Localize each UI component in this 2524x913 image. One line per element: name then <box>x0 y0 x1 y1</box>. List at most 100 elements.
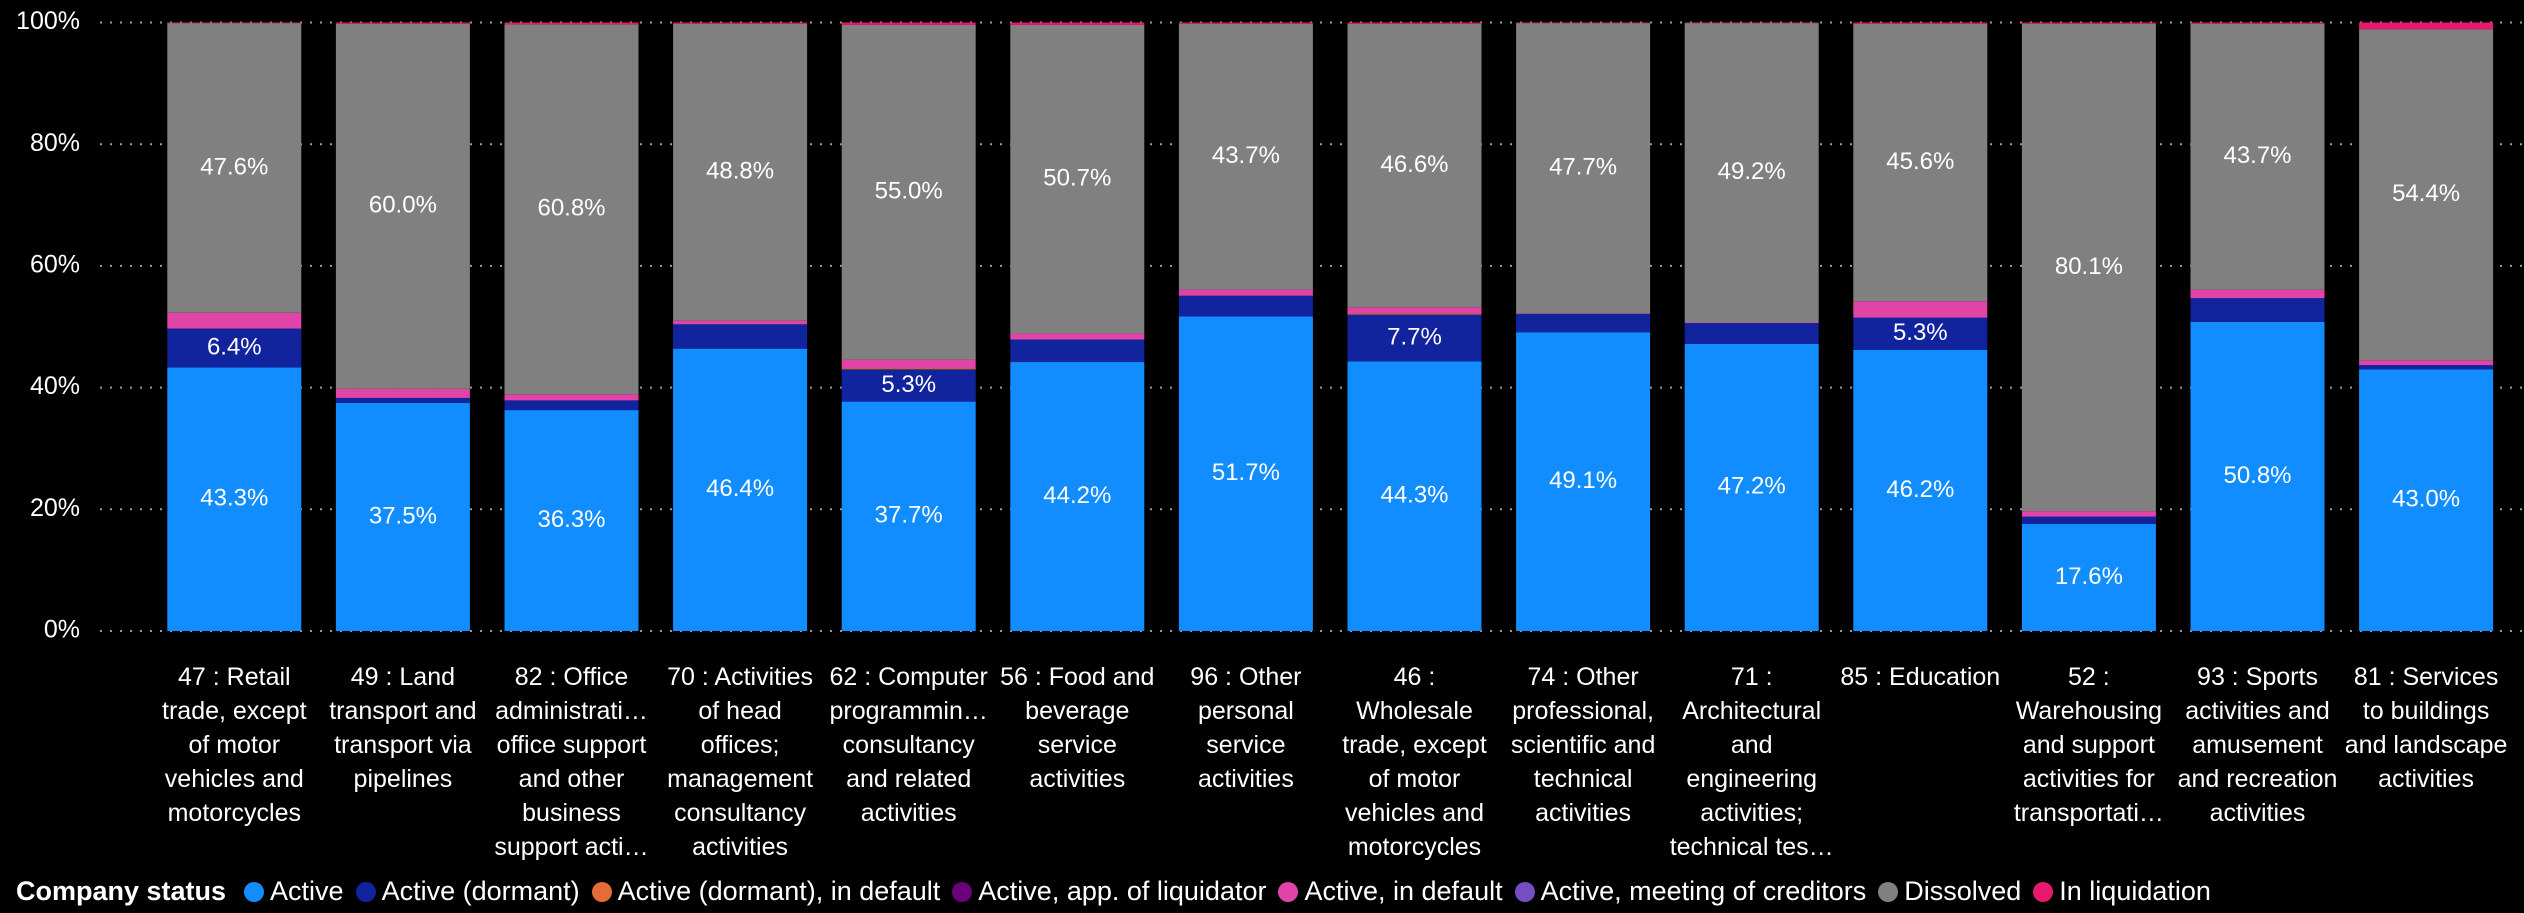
bar-segment <box>335 388 470 398</box>
bar-segment <box>1010 333 1145 340</box>
bar-segment <box>1516 332 1651 631</box>
bar-segment <box>1347 313 1482 315</box>
bar-segment <box>1347 314 1482 362</box>
data-label: 43.7% <box>1212 142 1280 169</box>
bar-segment <box>167 22 302 24</box>
data-label: 6.4% <box>207 333 262 360</box>
bar-segment <box>1010 24 1145 334</box>
data-label: 37.7% <box>875 502 943 529</box>
bar-segment <box>841 22 976 25</box>
legend-marker <box>244 881 265 902</box>
x-tick-label: 85 : Education <box>1840 663 2001 691</box>
legend-marker <box>1878 881 1899 902</box>
data-label: 43.0% <box>2392 486 2460 513</box>
data-label: 47.2% <box>1718 473 1786 500</box>
bar-segment <box>1516 23 1651 314</box>
legend-item: Dissolved <box>1878 876 2021 907</box>
y-tick-label: 0% <box>44 616 80 644</box>
data-label: 7.7% <box>1387 323 1442 350</box>
x-tick-label: 93 : Sports activities and amusement and… <box>2177 663 2338 827</box>
bar-segment <box>1684 322 1819 324</box>
data-label: 49.2% <box>1718 158 1786 185</box>
bar-segment <box>1178 295 1313 317</box>
bar-segment <box>2359 365 2494 370</box>
bar-segment <box>841 369 976 402</box>
bar-segment <box>1178 316 1313 631</box>
legend-marker <box>591 881 612 902</box>
bar-segment <box>167 367 302 631</box>
bar-segment <box>1178 23 1313 290</box>
bar-segment <box>1853 317 1988 350</box>
data-label: 47.6% <box>200 153 268 180</box>
bar-segment <box>167 312 302 329</box>
legend-marker <box>1278 881 1299 902</box>
bar-segment <box>1853 349 1988 631</box>
bar-segment <box>167 328 302 368</box>
bar-segment <box>1516 22 1651 24</box>
data-label: 5.3% <box>1893 319 1948 346</box>
bar-segment <box>504 400 639 411</box>
bar-segment <box>1684 22 1819 24</box>
data-label: 48.8% <box>706 158 774 185</box>
legend-label: Active (dormant) <box>381 876 580 906</box>
bar-segment <box>2190 321 2325 631</box>
y-tick-label: 40% <box>30 372 80 400</box>
x-tick-label: 71 : Architectural and engineering activ… <box>1669 663 1834 861</box>
y-tick-label: 60% <box>30 251 80 279</box>
data-label: 43.7% <box>2223 142 2291 169</box>
bar-segment <box>2190 298 2325 322</box>
bar-segment <box>1010 339 1145 363</box>
data-label: 46.2% <box>1886 476 1954 503</box>
legend-label: Active (dormant), in default <box>617 876 941 906</box>
bar-segment <box>2359 360 2494 366</box>
bar-segment <box>841 359 976 369</box>
bar-segment <box>1516 313 1651 314</box>
bar-segment <box>2190 23 2325 290</box>
bar-segment <box>1178 22 1313 24</box>
bar-segment <box>1347 22 1482 24</box>
bar-segment <box>2190 289 2325 299</box>
x-tick-label: 70 : Activities of head offices; managem… <box>667 663 814 861</box>
x-tick-label: 81 : Services to buildings and landscape… <box>2344 663 2508 793</box>
data-label: 49.1% <box>1549 467 1617 494</box>
data-label: 60.0% <box>369 192 437 219</box>
legend-marker <box>952 881 973 902</box>
bar-segment <box>1178 289 1313 296</box>
bar-segment <box>673 23 808 321</box>
legend-item: Active, meeting of creditors <box>1514 876 1866 907</box>
legend-item: Active <box>244 876 344 907</box>
bar-segment <box>673 324 808 349</box>
data-label: 60.8% <box>537 195 605 222</box>
bar-segment <box>335 402 470 631</box>
x-tick-label: 96 : Other personal service activities <box>1190 663 1302 793</box>
bar-segment <box>2190 22 2325 24</box>
data-label: 44.3% <box>1380 482 1448 509</box>
bar-segment <box>1347 23 1482 308</box>
bar-segment <box>2359 22 2494 30</box>
x-tick-label: 47 : Retail trade, except of motor vehic… <box>162 663 307 827</box>
bar-segment <box>673 348 808 631</box>
bar-segment <box>841 368 976 370</box>
bar-segment <box>504 24 639 395</box>
legend-label: In liquidation <box>2059 876 2211 906</box>
bar-segment <box>504 410 639 631</box>
legend-marker <box>1514 881 1535 902</box>
legend-item: Active, in default <box>1278 876 1503 907</box>
bar-segment <box>167 23 302 313</box>
bar-segment <box>673 22 808 24</box>
bar-segment <box>1684 23 1819 323</box>
bar-segment <box>2359 29 2494 361</box>
bar-segment <box>335 397 470 403</box>
y-tick-label: 20% <box>30 494 80 522</box>
legend-label: Active <box>270 876 344 906</box>
bar-segment <box>1347 361 1482 631</box>
legend-item: Active (dormant) <box>355 876 580 907</box>
y-tick-label: 80% <box>30 129 80 157</box>
data-label: 43.3% <box>200 485 268 512</box>
data-label: 17.6% <box>2055 563 2123 590</box>
bar-segment <box>1010 362 1145 631</box>
bar-segment <box>673 320 808 325</box>
legend-label: Active, in default <box>1304 876 1503 906</box>
data-label: 36.3% <box>537 506 605 533</box>
